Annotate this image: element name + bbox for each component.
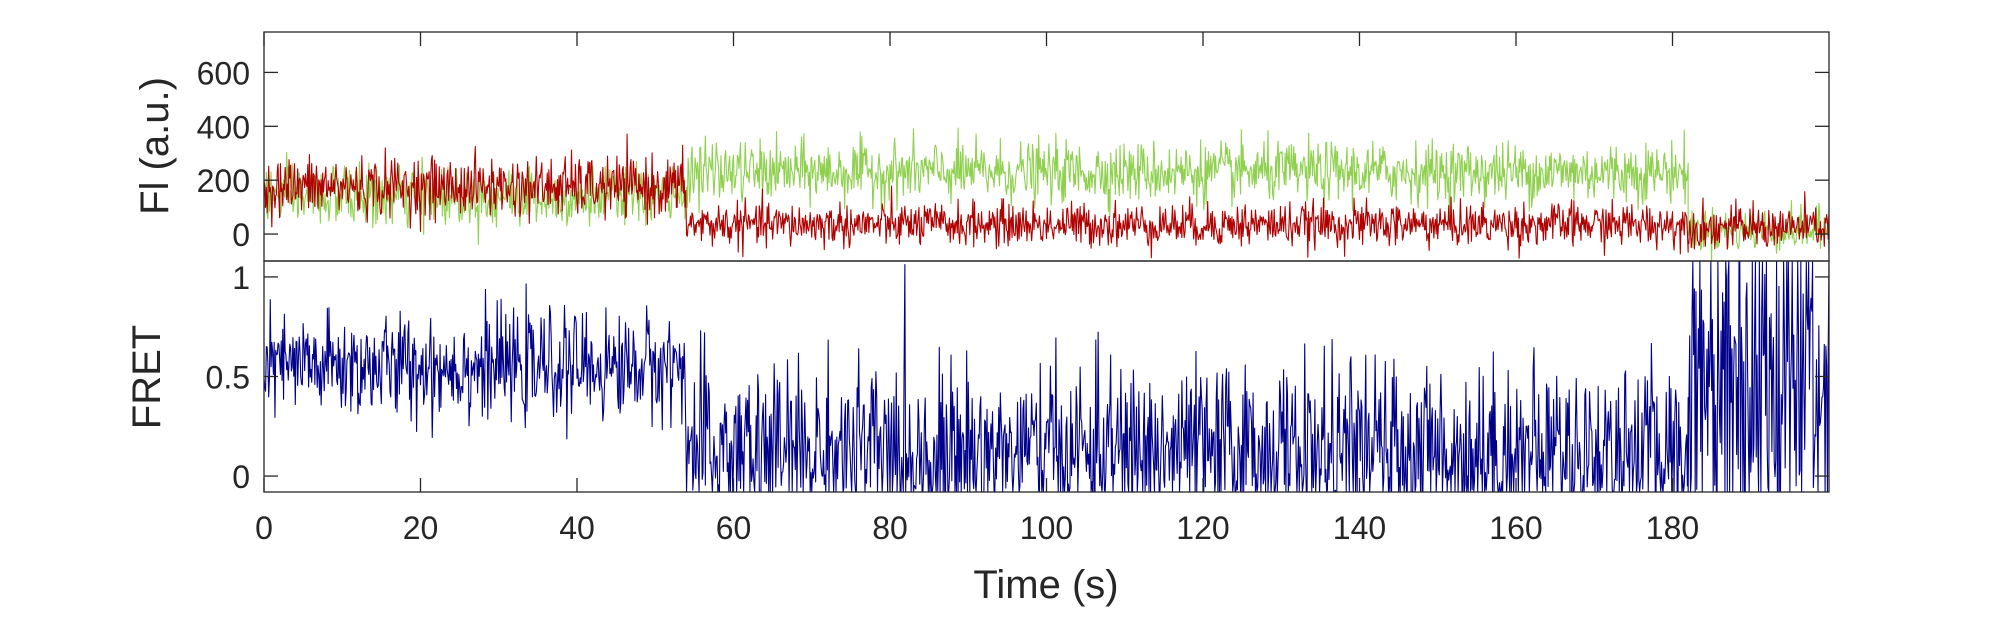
fret-y-ticks: 00.51: [206, 260, 1829, 495]
fret-trace: [264, 261, 1829, 492]
time-x-tick-label: 180: [1646, 510, 1699, 546]
fluorescence-y-ticks: 0 200 400 600: [197, 55, 1829, 253]
time-x-tick-label: 140: [1333, 510, 1386, 546]
time-x-ticks: 0 20 40 60 80 100 120 140 160 180: [255, 32, 1699, 546]
fluorescence-y-tick-label: 0: [232, 217, 250, 253]
time-x-tick-label: 60: [716, 510, 752, 546]
fret-traces: [264, 261, 1829, 492]
fluorescence-y-tick-label: 600: [197, 55, 250, 91]
fluorescence-panel: 0 200 400 600 Fl (a.u.): [133, 31, 1830, 262]
acceptor-trace: [264, 133, 1829, 259]
time-x-tick-label: 80: [872, 510, 908, 546]
fret-y-tick-label: 1: [232, 260, 250, 296]
fret-y-tick-label: 0.5: [206, 360, 250, 396]
fluorescence-y-axis-label: Fl (a.u.): [133, 77, 177, 215]
time-x-tick-label: 120: [1176, 510, 1229, 546]
time-x-tick-label: 160: [1489, 510, 1542, 546]
fret-panel: 00.51 0 20 40 60 80 100 120 140 160 180 FRET Time…: [125, 32, 1830, 607]
time-x-tick-label: 20: [403, 510, 439, 546]
fluorescence-y-tick-label: 200: [197, 163, 250, 199]
time-x-tick-label: 0: [255, 510, 273, 546]
time-x-tick-label: 100: [1020, 510, 1073, 546]
fret-y-tick-label: 0: [232, 459, 250, 495]
fluorescence-y-tick-label: 400: [197, 109, 250, 145]
fret-y-axis-label: FRET: [125, 325, 169, 429]
donor-trace: [264, 127, 1829, 261]
fluorescence-traces: [264, 127, 1829, 261]
time-x-tick-label: 40: [559, 510, 595, 546]
x-axis-label: Time (s): [973, 563, 1118, 607]
